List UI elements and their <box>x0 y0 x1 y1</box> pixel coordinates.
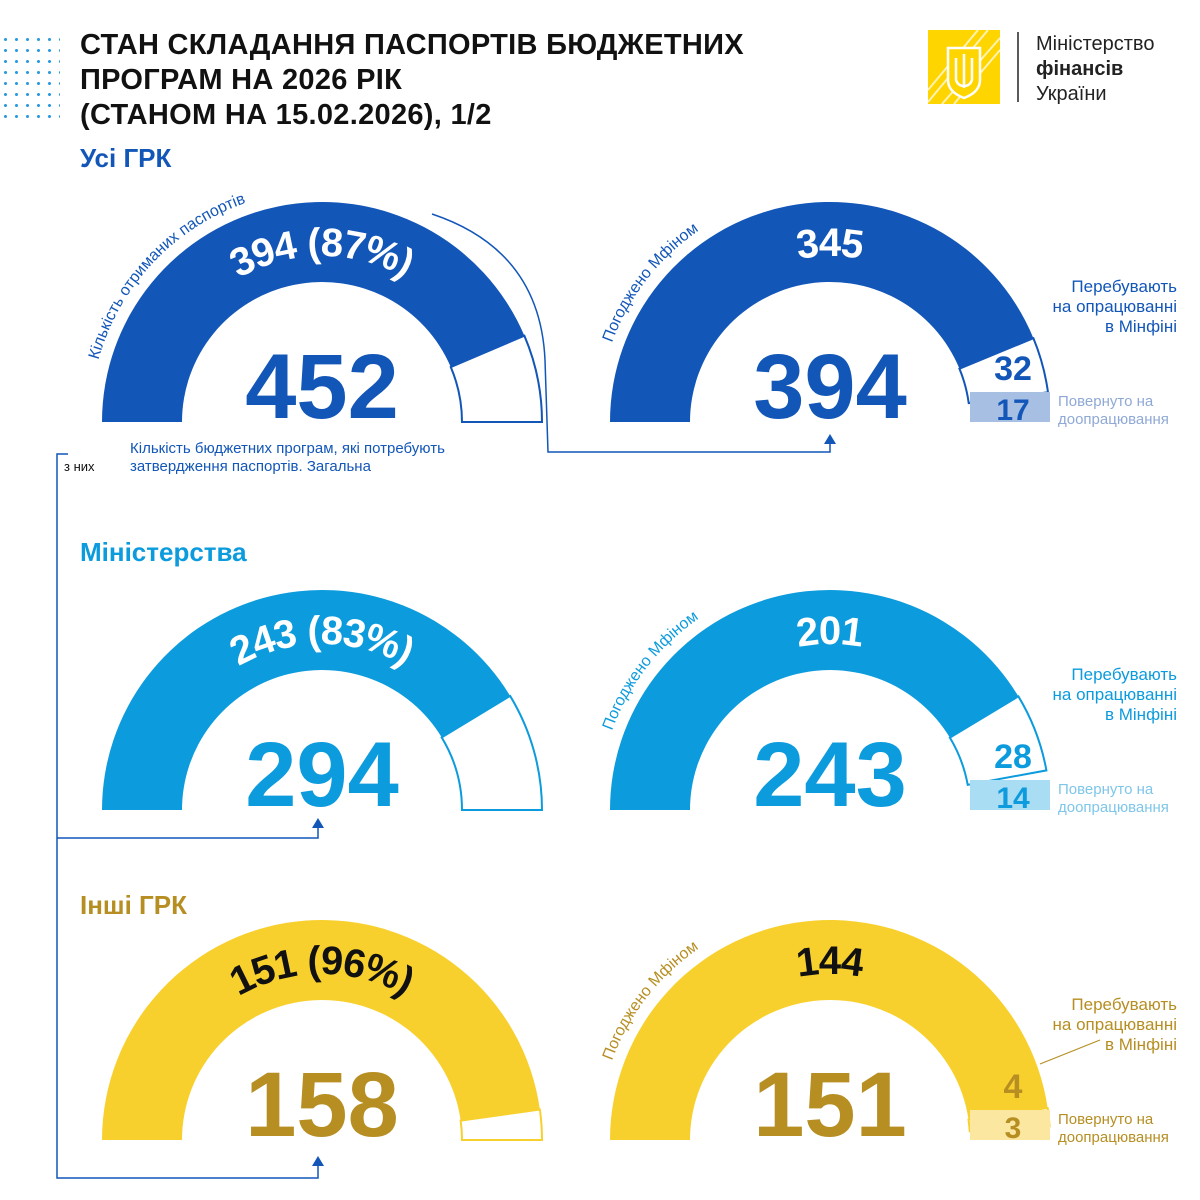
title-line: СТАН СКЛАДАННЯ ПАСПОРТІВ БЮДЖЕТНИХ <box>80 29 744 61</box>
logo-text: Міністерство фінансів України <box>1036 32 1154 107</box>
trident-logo-icon <box>928 30 1019 105</box>
returned-segment <box>970 1110 1050 1140</box>
approved-arc <box>610 590 1019 810</box>
returned-segment <box>970 780 1050 810</box>
note-line: Кількість бюджетних програм, які потребу… <box>130 440 445 457</box>
remaining-arc <box>459 1108 544 1141</box>
approved-value: 144 <box>794 939 867 986</box>
returned-value: 17 <box>996 394 1029 427</box>
total-value: 452 <box>245 336 399 438</box>
section-title: Усі ГРК <box>80 143 172 173</box>
returned-value: 14 <box>996 782 1030 815</box>
in-progress-label: Перебувають <box>1071 665 1177 684</box>
approved-value: 201 <box>794 609 867 656</box>
decorative-dots <box>0 34 60 124</box>
in-progress-label: Перебувають <box>1071 995 1177 1014</box>
received-arc <box>102 919 540 1140</box>
returned-value: 3 <box>1005 1112 1022 1145</box>
returned-label: доопрацювання <box>1058 1129 1169 1146</box>
connector-line <box>431 213 831 453</box>
in-progress-label: в Мінфіні <box>1105 317 1177 336</box>
arrow-icon <box>824 434 836 444</box>
in-progress-label: на опрацюванні <box>1053 297 1177 316</box>
received-arc <box>102 202 525 422</box>
title-line: (СТАНОМ НА 15.02.2026), 1/2 <box>80 99 492 131</box>
logo-line: Міністерство <box>1036 33 1155 55</box>
remaining-arc <box>449 334 544 423</box>
returned-label: Повернуто на <box>1058 781 1154 798</box>
connector-line <box>56 453 319 1179</box>
total-note: Кількість бюджетних програм, які потребу… <box>130 440 445 476</box>
in-progress-label: в Мінфіні <box>1105 705 1177 724</box>
returned-label: Повернуто на <box>1058 393 1154 410</box>
approved-total-value: 243 <box>753 724 907 826</box>
approved-arc <box>610 920 1048 1140</box>
in-progress-value: 4 <box>1004 1068 1023 1106</box>
total-value: 294 <box>245 724 399 826</box>
remaining-arc <box>440 694 544 811</box>
logo-line: України <box>1036 83 1107 105</box>
connector-line <box>1039 1039 1101 1065</box>
in-progress-label: Перебувають <box>1071 277 1177 296</box>
approved-arc <box>610 202 1034 422</box>
section-title: Міністерства <box>80 537 247 567</box>
in-progress-label: на опрацюванні <box>1053 1015 1177 1034</box>
in-progress-value: 32 <box>994 350 1032 388</box>
in-progress-arc <box>948 694 1048 786</box>
returned-label: доопрацювання <box>1058 411 1169 428</box>
returned-label: доопрацювання <box>1058 799 1169 816</box>
in-progress-label: на опрацюванні <box>1053 685 1177 704</box>
approved-total-value: 151 <box>753 1054 907 1156</box>
of-them-label: з них <box>64 459 95 474</box>
logo-line: фінансів <box>1036 58 1124 80</box>
approved-total-value: 394 <box>753 336 907 438</box>
title-line: ПРОГРАМ НА 2026 РІК <box>80 64 403 96</box>
in-progress-value: 28 <box>994 738 1032 776</box>
returned-segment <box>970 392 1050 422</box>
in-progress-label: в Мінфіні <box>1105 1035 1177 1054</box>
received-arc <box>102 590 511 810</box>
section-title: Інші ГРК <box>80 890 187 920</box>
page-title: СТАН СКЛАДАННЯ ПАСПОРТІВ БЮДЖЕТНИХ ПРОГР… <box>80 28 744 133</box>
note-line: затвердження паспортів. Загальна <box>130 458 371 475</box>
approved-value: 345 <box>794 221 867 268</box>
total-value: 158 <box>245 1054 399 1156</box>
returned-label: Повернуто на <box>1058 1111 1154 1128</box>
